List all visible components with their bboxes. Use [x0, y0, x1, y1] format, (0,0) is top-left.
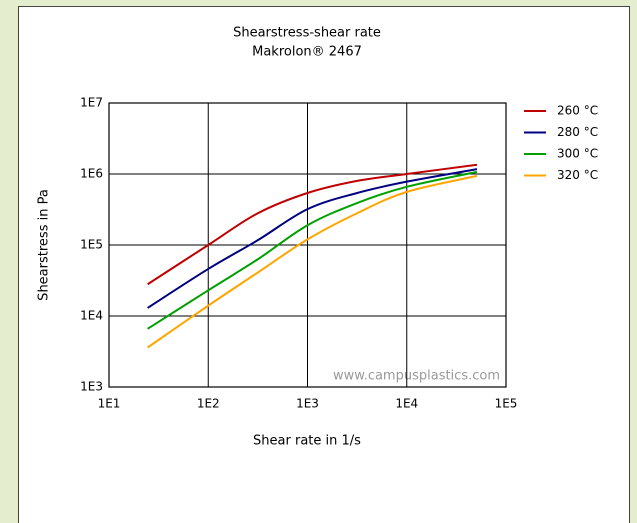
- panel: [18, 6, 630, 523]
- series-line: [147, 168, 478, 309]
- legend-label: 280 °C: [557, 125, 598, 139]
- y-tick-label: 1E4: [80, 309, 103, 323]
- x-tick-label: 1E3: [296, 397, 319, 411]
- x-tick-label: 1E2: [197, 397, 220, 411]
- watermark: www.campusplastics.com: [333, 369, 500, 384]
- x-tick-label: 1E4: [395, 397, 418, 411]
- x-tick-label: 1E5: [495, 397, 518, 411]
- y-tick-label: 1E7: [80, 96, 103, 110]
- series-line: [147, 170, 478, 330]
- y-axis-label: Shearstress in Pa: [37, 189, 52, 301]
- series-line: [147, 174, 478, 349]
- legend-label: 320 °C: [557, 168, 598, 182]
- x-axis-label: Shear rate in 1/s: [253, 434, 361, 449]
- y-tick-label: 1E3: [80, 380, 103, 394]
- chart-title: Shearstress-shear rate: [233, 26, 381, 41]
- plot-frame: [108, 102, 507, 388]
- y-tick-label: 1E5: [80, 238, 103, 252]
- legend-label: 300 °C: [557, 147, 598, 161]
- chart-subtitle: Makrolon® 2467: [252, 45, 362, 60]
- y-tick-label: 1E6: [80, 167, 103, 181]
- series-line: [147, 163, 478, 286]
- legend-label: 260 °C: [557, 104, 598, 118]
- x-tick-label: 1E1: [98, 397, 121, 411]
